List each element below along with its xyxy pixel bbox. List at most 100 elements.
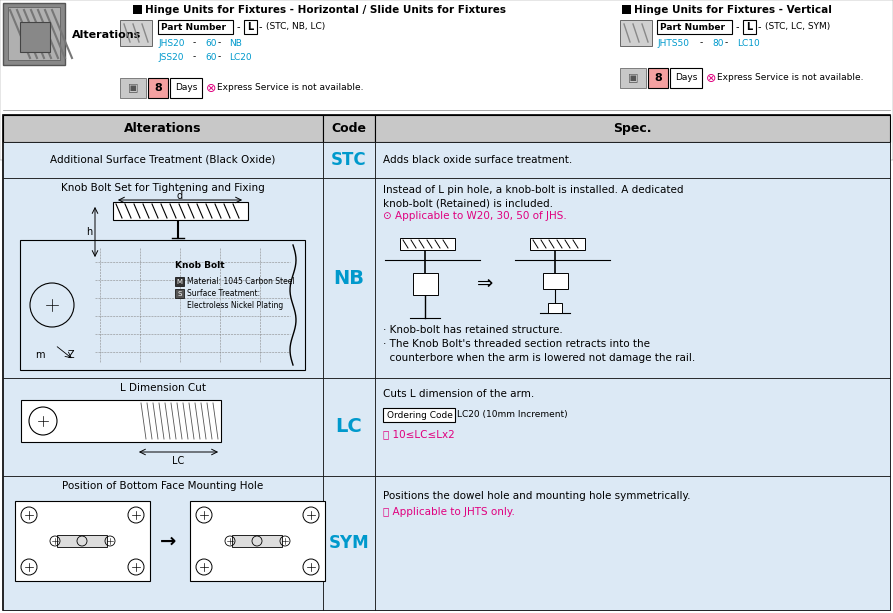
Bar (323, 115, 375, 142)
Bar (543, 273, 568, 289)
Bar (57, 535, 107, 547)
Text: Surface Treatment:: Surface Treatment: (187, 289, 260, 297)
Text: Instead of L pin hole, a knob-bolt is installed. A dedicated: Instead of L pin hole, a knob-bolt is in… (383, 185, 683, 195)
Text: -: - (725, 39, 729, 47)
Bar (548, 303, 562, 313)
Bar (232, 535, 282, 547)
Bar (620, 68, 646, 88)
Text: -: - (758, 22, 762, 32)
Text: Knob Bolt Set for Tightening and Fixing: Knob Bolt Set for Tightening and Fixing (61, 183, 265, 193)
Text: -: - (193, 39, 196, 47)
Text: Z: Z (68, 350, 75, 360)
Bar (133, 5, 142, 14)
Text: · Knob-bolt has retained structure.: · Knob-bolt has retained structure. (383, 325, 563, 335)
Bar (670, 68, 702, 88)
Bar (3, 115, 323, 142)
Text: 60: 60 (205, 53, 216, 61)
Text: Ordering Code: Ordering Code (387, 411, 453, 419)
Text: counterbore when the arm is lowered not damage the rail.: counterbore when the arm is lowered not … (383, 353, 696, 363)
Text: L Dimension Cut: L Dimension Cut (120, 383, 206, 393)
Text: Alterations: Alterations (124, 122, 202, 135)
Text: LC10: LC10 (737, 39, 760, 47)
Text: d: d (177, 191, 183, 201)
Text: ▣: ▣ (628, 73, 638, 83)
Text: ⊙ Applicable to W20, 30, 50 of JHS.: ⊙ Applicable to W20, 30, 50 of JHS. (383, 211, 567, 221)
Text: -: - (237, 22, 240, 32)
Text: ⓘ 10≤LC≤Lx2: ⓘ 10≤LC≤Lx2 (383, 429, 455, 439)
Bar (375, 115, 890, 142)
Text: -: - (218, 53, 221, 61)
Text: Alterations: Alterations (72, 30, 141, 40)
Bar (530, 238, 585, 250)
Bar (8, 7, 60, 60)
Text: LC: LC (172, 456, 185, 466)
Text: NB: NB (333, 268, 364, 287)
Text: Part Number: Part Number (161, 23, 226, 31)
Bar (120, 78, 146, 98)
Bar (175, 289, 184, 298)
Bar (113, 202, 248, 220)
Bar (323, 476, 375, 610)
Bar (0, 0, 893, 160)
Text: ⓘ Applicable to JHTS only.: ⓘ Applicable to JHTS only. (383, 507, 515, 517)
Text: Cuts L dimension of the arm.: Cuts L dimension of the arm. (383, 389, 534, 399)
Text: Position of Bottom Face Mounting Hole: Position of Bottom Face Mounting Hole (63, 481, 263, 491)
Bar (148, 78, 168, 98)
Text: (STC, LC, SYM): (STC, LC, SYM) (765, 23, 830, 31)
Bar (20, 240, 305, 370)
Bar (413, 273, 438, 295)
Text: knob-bolt (Retained) is included.: knob-bolt (Retained) is included. (383, 198, 553, 208)
Text: · The Knob Bolt's threaded section retracts into the: · The Knob Bolt's threaded section retra… (383, 339, 650, 349)
Text: -: - (218, 39, 221, 47)
Bar (20, 22, 50, 52)
Bar (190, 501, 325, 581)
Text: 60: 60 (205, 39, 216, 47)
Text: ⊗: ⊗ (706, 72, 716, 85)
Text: LC: LC (336, 417, 363, 436)
Bar (620, 20, 652, 46)
Bar (375, 378, 890, 476)
Text: Positions the dowel hole and mounting hole symmetrically.: Positions the dowel hole and mounting ho… (383, 491, 690, 501)
Text: -: - (193, 53, 196, 61)
Bar (323, 378, 375, 476)
Text: LC20 (10mm Increment): LC20 (10mm Increment) (457, 411, 568, 419)
Text: LC20: LC20 (229, 53, 252, 61)
Bar (383, 408, 455, 422)
Text: Additional Surface Treatment (Black Oxide): Additional Surface Treatment (Black Oxid… (50, 155, 276, 165)
Bar (648, 68, 668, 88)
Bar (3, 3, 65, 65)
Bar (375, 476, 890, 610)
Text: (STC, NB, LC): (STC, NB, LC) (266, 23, 325, 31)
Bar (3, 142, 323, 178)
Text: -: - (700, 39, 704, 47)
Text: Hinge Units for Fixtures - Horizontal / Slide Units for Fixtures: Hinge Units for Fixtures - Horizontal / … (145, 5, 506, 15)
Bar (158, 20, 233, 34)
Text: Adds black oxide surface treatment.: Adds black oxide surface treatment. (383, 155, 572, 165)
Text: STC: STC (331, 151, 367, 169)
Text: Knob Bolt: Knob Bolt (175, 261, 225, 270)
Text: Express Service is not available.: Express Service is not available. (717, 74, 864, 83)
Text: JHTS50: JHTS50 (657, 39, 689, 47)
Bar (323, 178, 375, 378)
Bar (323, 142, 375, 178)
Text: Code: Code (331, 122, 366, 135)
Bar (15, 501, 150, 581)
Text: Hinge Units for Fixtures - Vertical: Hinge Units for Fixtures - Vertical (634, 5, 832, 15)
Text: ⊗: ⊗ (206, 82, 216, 94)
Text: ⇒: ⇒ (477, 273, 493, 292)
Text: -: - (259, 22, 263, 32)
Text: JHS20: JHS20 (158, 39, 185, 47)
Bar (21, 400, 221, 442)
Text: ▣: ▣ (128, 83, 138, 93)
Text: L: L (246, 22, 253, 32)
Text: NB: NB (229, 39, 242, 47)
Text: 80: 80 (712, 39, 723, 47)
Bar (622, 5, 631, 14)
Bar (400, 238, 455, 250)
Bar (170, 78, 202, 98)
Text: Material: 1045 Carbon Steel: Material: 1045 Carbon Steel (187, 276, 295, 286)
Bar (120, 20, 152, 46)
Bar (3, 378, 323, 476)
Bar (375, 178, 890, 378)
Bar (175, 277, 184, 286)
